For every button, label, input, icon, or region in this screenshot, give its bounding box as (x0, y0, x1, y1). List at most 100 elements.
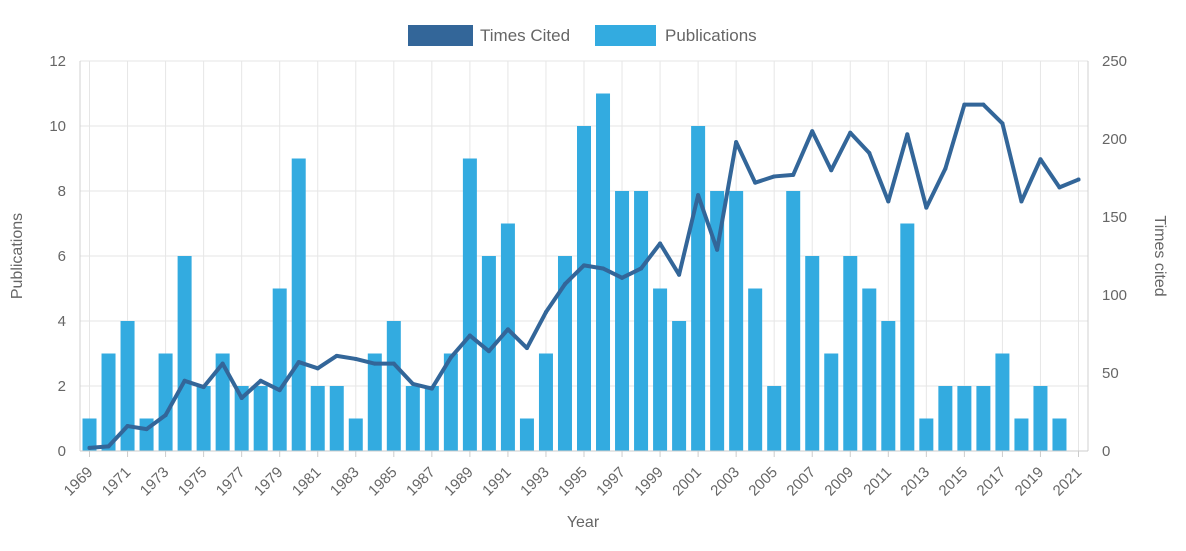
bar-publications-1970[interactable] (101, 353, 116, 452)
bar-publications-2018[interactable] (1014, 418, 1029, 452)
bar-publications-1974[interactable] (177, 256, 192, 451)
bar-publications-1981[interactable] (310, 386, 325, 451)
bar-publications-2017[interactable] (995, 353, 1010, 452)
bar-publications-2004[interactable] (748, 288, 763, 452)
point-times-cited-1986[interactable] (410, 381, 415, 386)
point-times-cited-2013[interactable] (924, 205, 929, 210)
point-times-cited-2017[interactable] (1000, 121, 1005, 126)
bar-publications-1989[interactable] (462, 158, 477, 452)
bar-publications-1978[interactable] (253, 386, 268, 451)
bar-publications-2007[interactable] (805, 256, 820, 451)
point-times-cited-1975[interactable] (201, 385, 206, 390)
bar-publications-1991[interactable] (500, 223, 515, 452)
bar-publications-2002[interactable] (710, 191, 725, 451)
point-times-cited-2005[interactable] (772, 174, 777, 179)
point-times-cited-2002[interactable] (715, 247, 720, 252)
point-times-cited-1987[interactable] (429, 386, 434, 391)
bar-publications-1976[interactable] (215, 353, 230, 452)
point-times-cited-1969[interactable] (87, 445, 92, 450)
bar-publications-2020[interactable] (1052, 418, 1067, 452)
bar-publications-1979[interactable] (272, 288, 287, 452)
legend-label-publications[interactable]: Publications (665, 26, 757, 45)
bar-publications-1996[interactable] (596, 93, 611, 452)
point-times-cited-2009[interactable] (848, 130, 853, 135)
bar-publications-2000[interactable] (672, 321, 687, 451)
bar-publications-1977[interactable] (234, 386, 249, 451)
bar-publications-2014[interactable] (938, 386, 953, 451)
bar-publications-2013[interactable] (919, 418, 934, 452)
bar-publications-1983[interactable] (348, 418, 363, 452)
point-times-cited-1991[interactable] (505, 327, 510, 332)
bar-publications-1986[interactable] (405, 386, 420, 451)
point-times-cited-2021[interactable] (1076, 177, 1081, 182)
legend-label-times-cited[interactable]: Times Cited (480, 26, 570, 45)
bar-publications-1969[interactable] (82, 418, 97, 452)
point-times-cited-2004[interactable] (753, 180, 758, 185)
point-times-cited-1992[interactable] (524, 346, 529, 351)
bar-publications-1998[interactable] (634, 191, 649, 451)
bar-publications-1973[interactable] (158, 353, 173, 452)
point-times-cited-2011[interactable] (886, 199, 891, 204)
point-times-cited-1980[interactable] (296, 360, 301, 365)
point-times-cited-1977[interactable] (239, 395, 244, 400)
bar-publications-2008[interactable] (824, 353, 839, 452)
bar-publications-1988[interactable] (443, 353, 458, 452)
bar-publications-1982[interactable] (329, 386, 344, 451)
bar-publications-1975[interactable] (196, 386, 211, 451)
point-times-cited-1994[interactable] (562, 282, 567, 287)
bar-publications-2016[interactable] (976, 386, 991, 451)
point-times-cited-2019[interactable] (1038, 157, 1043, 162)
bar-publications-1990[interactable] (481, 256, 496, 451)
bar-publications-1993[interactable] (538, 353, 553, 452)
bar-publications-2015[interactable] (957, 386, 972, 451)
bar-publications-1984[interactable] (367, 353, 382, 452)
point-times-cited-1990[interactable] (486, 349, 491, 354)
point-times-cited-2018[interactable] (1019, 199, 1024, 204)
bar-publications-2010[interactable] (862, 288, 877, 452)
bar-publications-1992[interactable] (519, 418, 534, 452)
point-times-cited-1985[interactable] (391, 361, 396, 366)
point-times-cited-1982[interactable] (334, 353, 339, 358)
point-times-cited-1972[interactable] (144, 427, 149, 432)
point-times-cited-1988[interactable] (448, 355, 453, 360)
bar-publications-2011[interactable] (881, 321, 896, 451)
bar-publications-1971[interactable] (120, 321, 135, 451)
point-times-cited-1970[interactable] (106, 444, 111, 449)
bar-publications-1995[interactable] (577, 126, 591, 451)
point-times-cited-1998[interactable] (639, 266, 644, 271)
bar-publications-2012[interactable] (900, 223, 915, 452)
bar-publications-2001[interactable] (691, 126, 706, 451)
point-times-cited-1981[interactable] (315, 366, 320, 371)
point-times-cited-2010[interactable] (867, 151, 872, 156)
legend-swatch-times-cited[interactable] (408, 25, 473, 46)
point-times-cited-2012[interactable] (905, 132, 910, 137)
point-times-cited-2008[interactable] (829, 168, 834, 173)
point-times-cited-1989[interactable] (467, 333, 472, 338)
bar-publications-1985[interactable] (386, 321, 401, 451)
point-times-cited-1976[interactable] (220, 361, 225, 366)
bar-publications-2005[interactable] (767, 386, 782, 451)
point-times-cited-2016[interactable] (981, 102, 986, 107)
point-times-cited-1974[interactable] (182, 378, 187, 383)
point-times-cited-2015[interactable] (962, 102, 967, 107)
point-times-cited-1973[interactable] (163, 413, 168, 418)
point-times-cited-2014[interactable] (943, 166, 948, 171)
legend-swatch-publications[interactable] (595, 25, 656, 46)
point-times-cited-1999[interactable] (658, 241, 663, 246)
point-times-cited-1984[interactable] (372, 361, 377, 366)
bar-publications-2009[interactable] (843, 256, 858, 451)
point-times-cited-1979[interactable] (277, 388, 282, 393)
bar-publications-1987[interactable] (424, 386, 439, 451)
point-times-cited-2020[interactable] (1057, 185, 1062, 190)
point-times-cited-1993[interactable] (543, 310, 548, 315)
bar-publications-2006[interactable] (786, 191, 801, 451)
point-times-cited-2003[interactable] (734, 140, 739, 145)
bar-publications-1997[interactable] (615, 191, 630, 451)
point-times-cited-2000[interactable] (677, 272, 682, 277)
bar-publications-1994[interactable] (557, 256, 572, 451)
bar-publications-1999[interactable] (653, 288, 668, 452)
bar-publications-2019[interactable] (1033, 386, 1048, 451)
bar-publications-1980[interactable] (291, 158, 306, 452)
point-times-cited-1997[interactable] (620, 275, 625, 280)
point-times-cited-2001[interactable] (696, 193, 701, 198)
